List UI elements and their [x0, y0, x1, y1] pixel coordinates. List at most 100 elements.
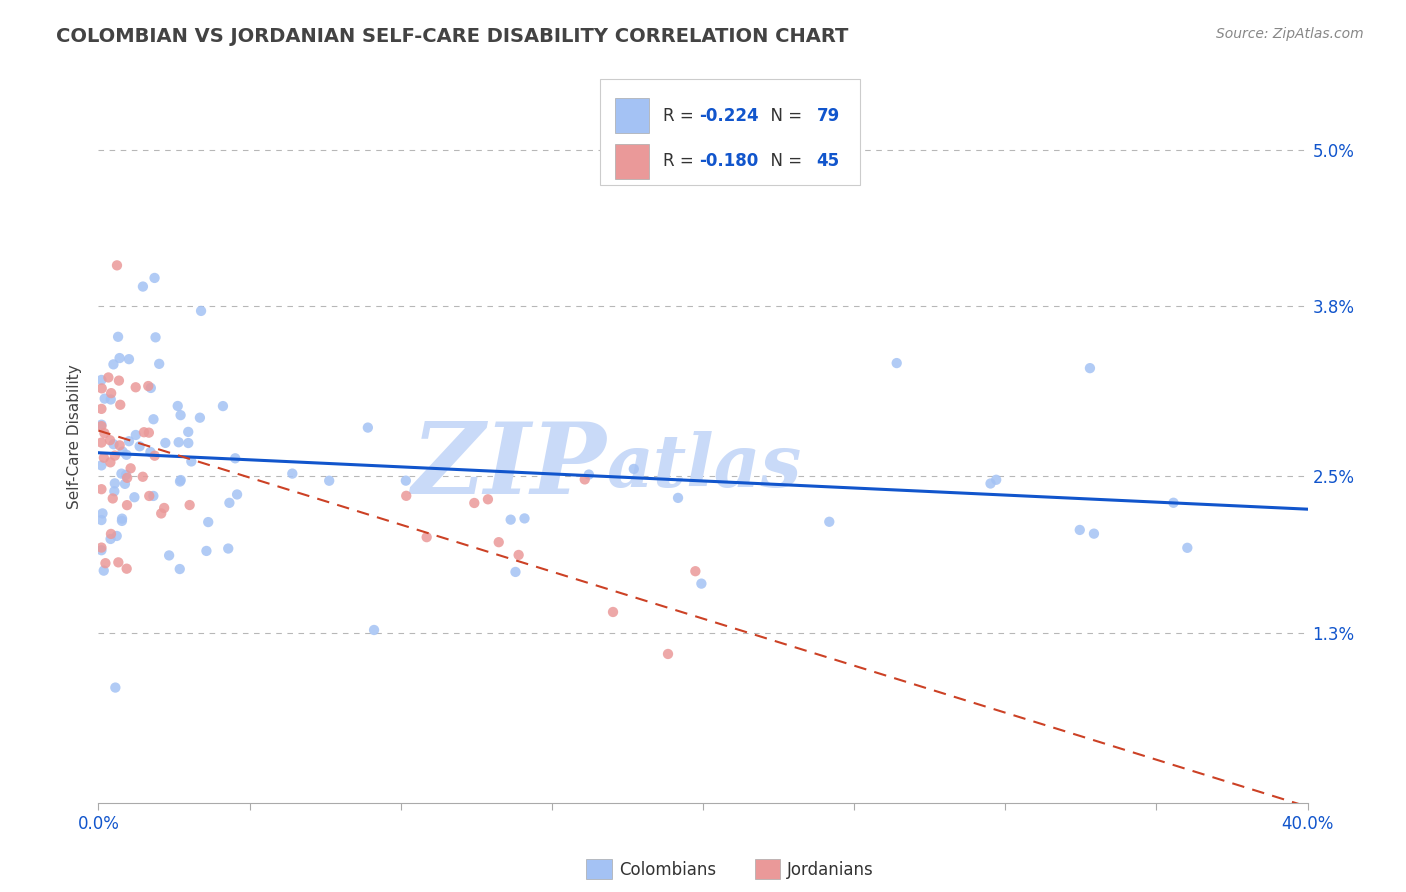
Text: Colombians: Colombians — [619, 861, 716, 879]
Point — [132, 279, 155, 293]
FancyBboxPatch shape — [600, 78, 860, 185]
Point — [90, 373, 112, 387]
Point — [105, 529, 128, 543]
Point — [1175, 541, 1198, 555]
Point — [136, 379, 159, 393]
Point — [104, 476, 127, 491]
Point — [90, 401, 112, 416]
Text: R =: R = — [664, 107, 699, 125]
Text: COLOMBIAN VS JORDANIAN SELF-CARE DISABILITY CORRELATION CHART: COLOMBIAN VS JORDANIAN SELF-CARE DISABIL… — [56, 27, 849, 45]
Point — [111, 444, 134, 458]
Point — [132, 469, 155, 483]
Point — [111, 514, 134, 528]
Text: 79: 79 — [817, 107, 839, 125]
Point — [118, 434, 141, 449]
Point — [142, 489, 165, 503]
Point — [90, 541, 112, 555]
Point — [170, 473, 193, 487]
Point — [114, 476, 136, 491]
Point — [103, 437, 125, 451]
Point — [508, 548, 530, 562]
Point — [115, 448, 138, 462]
Text: -0.180: -0.180 — [699, 153, 759, 170]
Point — [463, 496, 485, 510]
Point — [145, 330, 167, 344]
Point — [488, 535, 510, 549]
Point — [115, 471, 138, 485]
Point — [110, 467, 132, 481]
Point — [167, 435, 190, 450]
Text: -0.224: -0.224 — [699, 107, 759, 125]
Point — [108, 351, 131, 365]
Point — [1083, 526, 1105, 541]
Point — [107, 330, 129, 344]
Point — [477, 492, 499, 507]
Point — [93, 564, 115, 578]
Point — [169, 562, 191, 576]
Point — [138, 489, 160, 503]
Point — [602, 605, 624, 619]
Point — [100, 386, 122, 401]
Point — [623, 462, 645, 476]
Point — [218, 496, 240, 510]
Text: atlas: atlas — [606, 431, 801, 502]
Point — [505, 565, 527, 579]
Point — [128, 439, 150, 453]
Point — [177, 436, 200, 450]
Point — [657, 647, 679, 661]
Point — [195, 544, 218, 558]
Point — [104, 681, 127, 695]
Point — [818, 515, 841, 529]
Point — [1069, 523, 1091, 537]
Point — [139, 381, 162, 395]
Point — [139, 445, 162, 459]
Point — [100, 392, 122, 407]
Text: N =: N = — [759, 153, 807, 170]
Point — [886, 356, 908, 370]
Point — [94, 556, 117, 570]
Point — [155, 436, 177, 450]
Point — [93, 426, 115, 441]
Point — [179, 498, 201, 512]
Y-axis label: Self-Care Disability: Self-Care Disability — [67, 365, 83, 509]
Point — [125, 428, 148, 442]
Point — [91, 507, 114, 521]
Point — [166, 399, 188, 413]
Text: ZIP: ZIP — [412, 418, 606, 515]
Point — [357, 420, 380, 434]
Point — [93, 450, 115, 465]
Point — [395, 489, 418, 503]
Text: R =: R = — [664, 153, 699, 170]
Point — [690, 576, 713, 591]
Point — [104, 449, 127, 463]
Point — [574, 472, 596, 486]
Point — [169, 408, 191, 422]
Point — [118, 352, 141, 367]
Point — [115, 467, 138, 482]
Point — [90, 543, 112, 558]
Point — [90, 513, 112, 527]
Point — [153, 500, 176, 515]
Point — [111, 511, 134, 525]
Point — [108, 438, 131, 452]
Point — [395, 474, 418, 488]
Text: Source: ZipAtlas.com: Source: ZipAtlas.com — [1216, 27, 1364, 41]
Point — [100, 527, 122, 541]
Point — [979, 476, 1001, 491]
Point — [217, 541, 239, 556]
Point — [212, 399, 235, 413]
Point — [143, 271, 166, 285]
Point — [142, 412, 165, 426]
Point — [132, 425, 155, 440]
Point — [138, 425, 160, 440]
Point — [107, 555, 129, 569]
Bar — [614, 144, 648, 179]
Point — [120, 461, 142, 475]
Point — [98, 433, 121, 447]
Point — [318, 474, 340, 488]
Point — [90, 435, 112, 450]
Point — [100, 455, 122, 469]
Point — [93, 392, 115, 406]
Point — [108, 374, 131, 388]
Point — [666, 491, 689, 505]
